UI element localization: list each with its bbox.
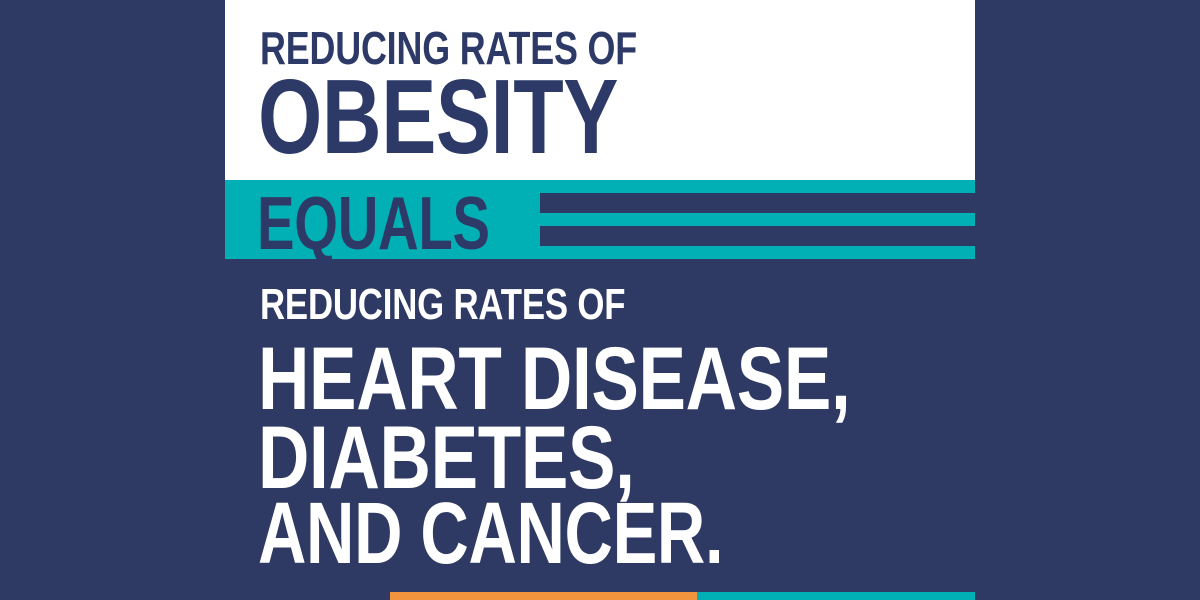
diabetes-headline: DIABETES, [258,407,635,507]
navy-stripe-top [540,193,975,213]
obesity-headline: OBESITY [258,58,619,176]
bottom-kicker-text: REDUCING RATES OF [260,280,626,329]
teal-accent-bar [697,592,975,600]
heart-disease-headline: HEART DISEASE, [258,328,851,428]
navy-stripe-bottom [540,226,975,246]
equals-band [225,180,975,259]
orange-accent-bar [390,592,697,600]
cancer-headline: AND CANCER. [258,485,724,582]
top-white-panel [225,0,975,180]
equals-label: EQUALS [257,181,490,265]
top-kicker-text: REDUCING RATES OF [260,22,638,74]
stripe-pattern [540,180,975,259]
